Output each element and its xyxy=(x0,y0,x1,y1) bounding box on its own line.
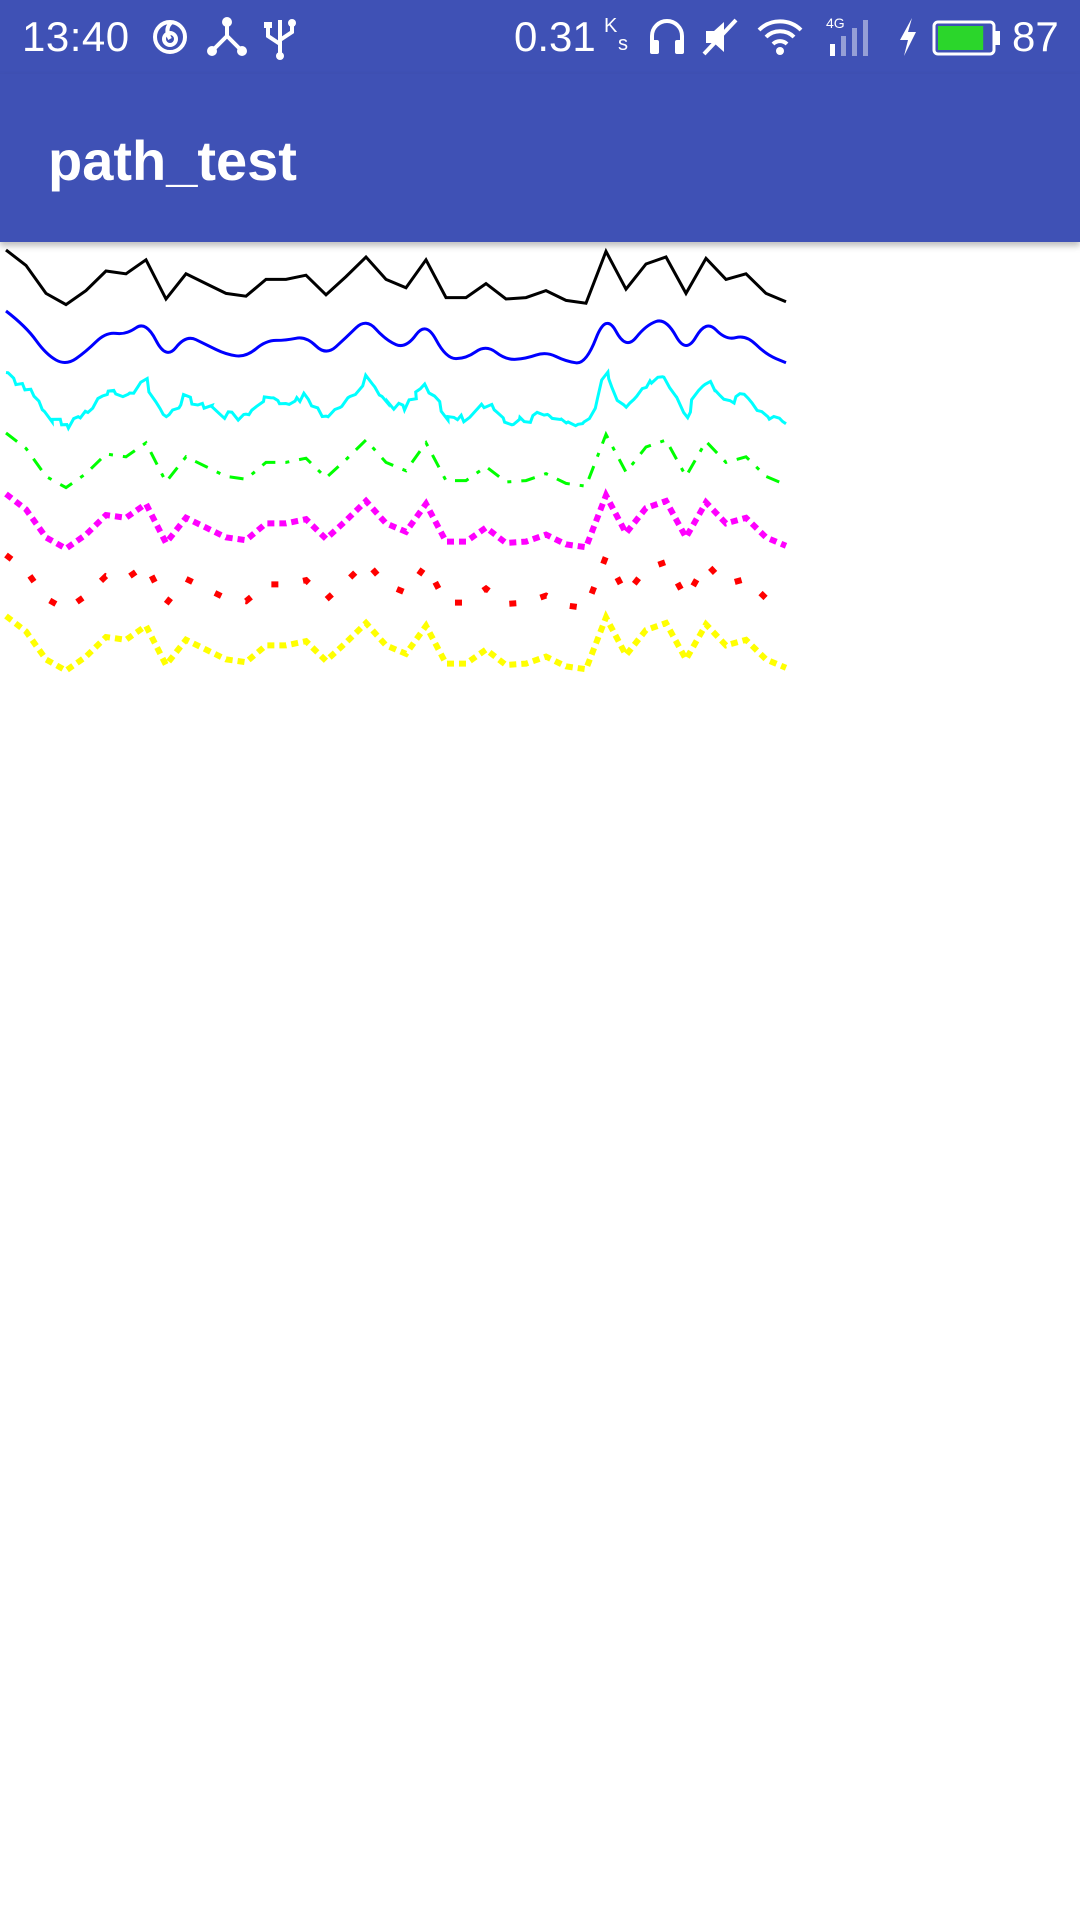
battery-icon xyxy=(932,20,1002,61)
page-title: path_test xyxy=(48,129,297,192)
usb-icon xyxy=(262,16,298,65)
path-line-dashed-sparse xyxy=(4,549,788,614)
path-effects-drawing xyxy=(4,247,788,675)
path-line-corner xyxy=(5,309,787,365)
share-icon xyxy=(206,16,248,63)
path-line-dotted xyxy=(4,610,788,675)
headphones-icon xyxy=(646,16,688,63)
path-line-discrete xyxy=(5,368,787,432)
app-bar: path_test xyxy=(0,74,1080,242)
net-rate-unit-top: K xyxy=(604,15,618,37)
charging-icon xyxy=(896,16,920,63)
status-time: 13:40 xyxy=(22,13,130,60)
battery-percent: 87 xyxy=(1012,13,1059,60)
signal-label: 4G xyxy=(826,15,845,31)
status-bar: 13:40 0.31 K s xyxy=(0,0,1080,74)
path-canvas xyxy=(0,242,1080,1920)
path-line-dash-dot xyxy=(5,430,787,490)
path-line-solid xyxy=(5,247,787,307)
netease-music-icon xyxy=(150,16,190,61)
net-rate-unit-bottom: s xyxy=(618,33,628,55)
wifi-icon xyxy=(756,16,804,63)
path-line-dotted-dense xyxy=(4,488,788,553)
net-rate-value: 0.31 xyxy=(514,13,596,60)
signal-4g-icon: 4G xyxy=(824,14,882,65)
mute-icon xyxy=(700,16,742,63)
battery-fill xyxy=(938,26,984,50)
